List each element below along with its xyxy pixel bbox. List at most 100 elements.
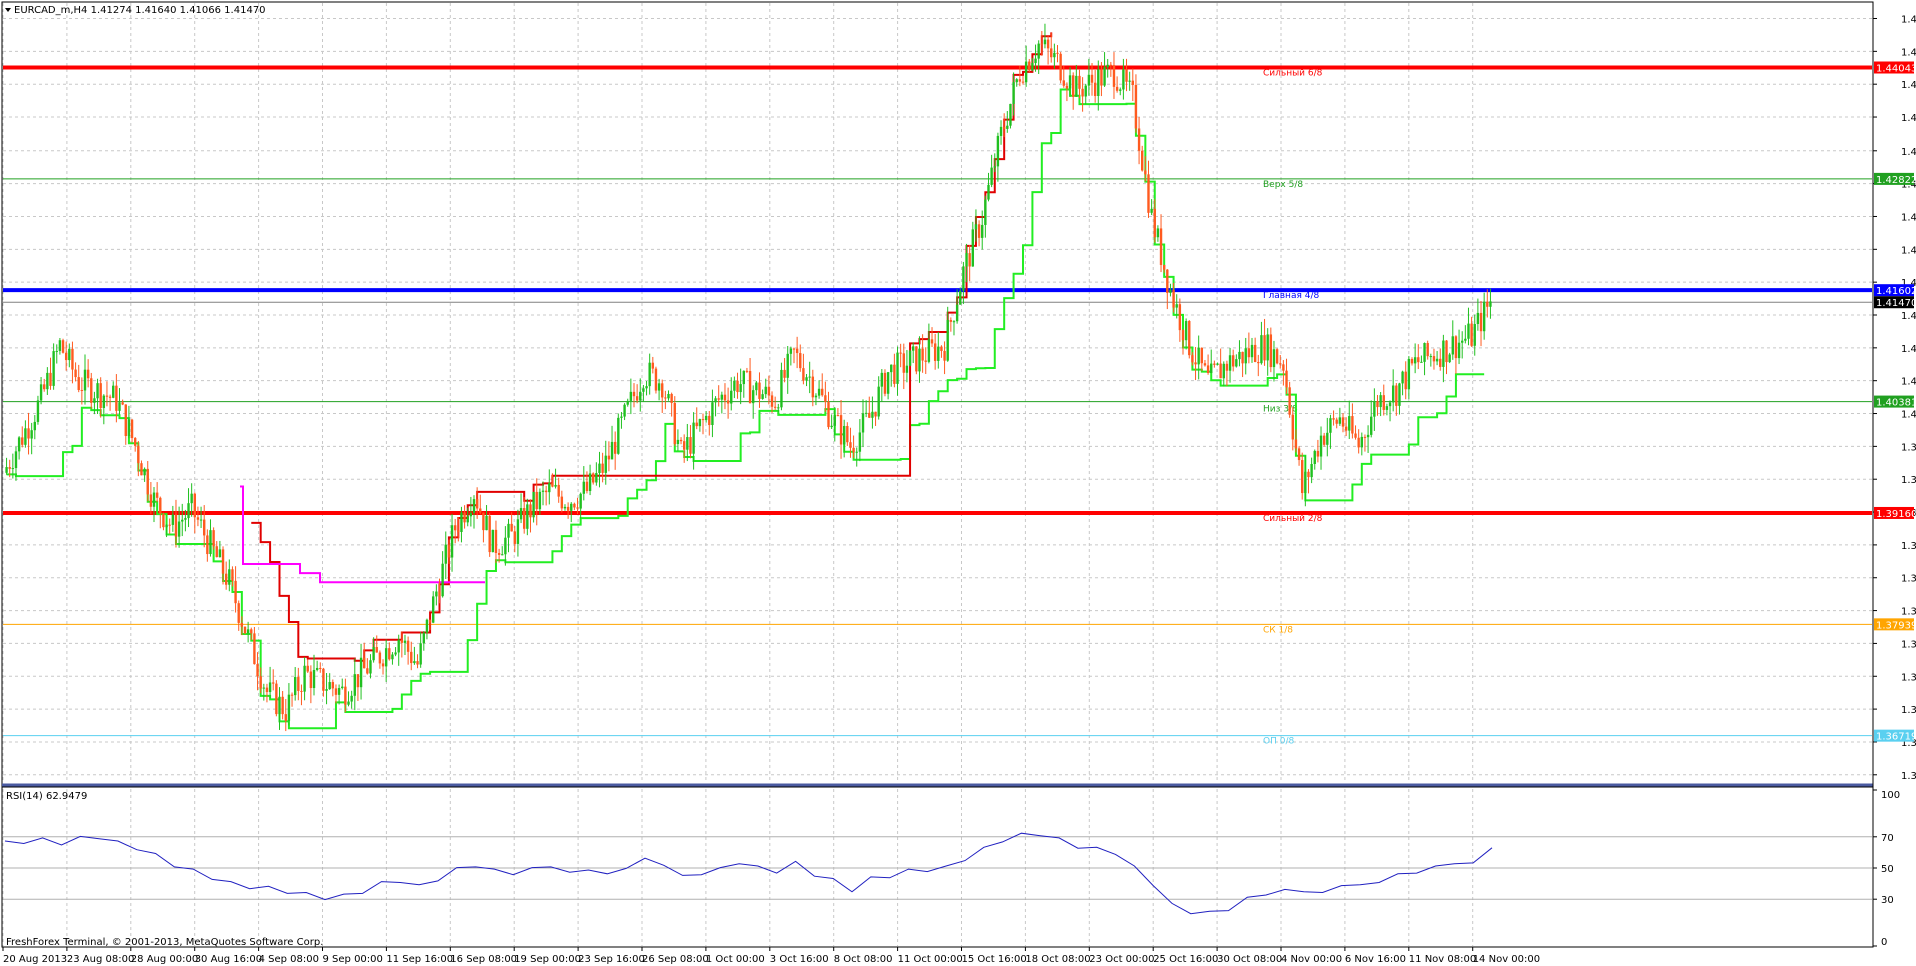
- candle-body: [1322, 435, 1326, 445]
- candle-body: [1401, 371, 1404, 384]
- candle-body: [319, 667, 322, 669]
- candle-body: [1354, 433, 1357, 438]
- candle-body: [1373, 401, 1376, 417]
- candle-body: [159, 497, 162, 514]
- candle-body: [240, 622, 244, 627]
- triangle-down-icon[interactable]: [5, 8, 11, 12]
- candle-body: [708, 415, 711, 426]
- candle-body: [206, 535, 209, 555]
- time-tick-label: 28 Aug 00:00: [131, 954, 198, 965]
- candle-body: [999, 126, 1003, 136]
- candle-body: [802, 368, 805, 381]
- candle-body: [830, 425, 833, 428]
- candle-body: [115, 385, 118, 411]
- candle-body: [1241, 351, 1244, 364]
- candle-body: [911, 346, 915, 351]
- candle-body: [1294, 439, 1298, 449]
- level-price-tag: [1874, 284, 1914, 297]
- candle-body: [554, 484, 557, 487]
- candle-body: [1288, 387, 1291, 415]
- candle-body: [287, 694, 291, 721]
- candle-body: [617, 417, 620, 454]
- candle-body: [61, 340, 65, 353]
- candle-body: [780, 369, 783, 408]
- candle-body: [905, 365, 909, 373]
- candle-body: [896, 352, 899, 384]
- candle-body: [1348, 416, 1351, 431]
- candle-body: [1109, 64, 1113, 66]
- candle-body: [730, 390, 733, 404]
- candle-body: [949, 319, 953, 322]
- candle-body: [265, 687, 269, 693]
- candle-body: [1360, 436, 1364, 448]
- level-label: Низ 3/8: [1263, 405, 1298, 415]
- candle-body: [475, 499, 479, 509]
- candle-body: [1137, 128, 1141, 151]
- price-tick-label: 1.44580: [1901, 15, 1916, 26]
- price-tick-label: 1.38810: [1901, 541, 1916, 552]
- candle-body: [146, 468, 149, 495]
- candle-body: [1144, 170, 1147, 175]
- candle-body: [959, 290, 962, 305]
- candle-body: [620, 416, 623, 418]
- candle-body: [846, 426, 849, 443]
- candle-body: [1141, 150, 1144, 171]
- candle-body: [1285, 370, 1288, 388]
- candle-body: [1363, 436, 1367, 438]
- trail-red-line: [251, 32, 1053, 662]
- candle-body: [8, 467, 11, 469]
- current-price-tag-label: 1.41470: [1876, 298, 1916, 309]
- candle-body: [890, 364, 893, 373]
- candle-body: [1470, 323, 1473, 346]
- candle-body: [184, 518, 187, 520]
- candle-body: [11, 468, 15, 470]
- price-axis: 1.44580 1.44220 1.43860 1.43500 1.43130 1.427…: [1872, 2, 1916, 947]
- candle-body: [902, 353, 905, 373]
- candle-body: [58, 340, 62, 351]
- candle-body: [821, 388, 824, 396]
- candle-body: [1128, 80, 1131, 82]
- candle-body: [971, 229, 975, 267]
- candle-body: [1197, 347, 1200, 365]
- candle-body: [331, 682, 335, 689]
- candle-body: [497, 553, 501, 555]
- candle-body: [1162, 264, 1166, 270]
- candle-body: [535, 491, 538, 510]
- candle-body: [805, 377, 808, 381]
- candle-body: [472, 499, 476, 513]
- candle-body: [613, 441, 617, 454]
- candle-body: [71, 348, 74, 370]
- candle-body: [334, 688, 338, 695]
- candle-body: [789, 348, 793, 354]
- rsi-tick-label: 100: [1881, 790, 1900, 801]
- candle-body: [799, 353, 802, 369]
- candle-body: [501, 554, 504, 556]
- candle-body: [1460, 340, 1464, 343]
- time-tick-label: 9 Sep 00:00: [323, 954, 383, 965]
- candle-body: [193, 493, 196, 518]
- candle-body: [171, 514, 175, 525]
- candle-body: [930, 339, 934, 344]
- candle-body: [96, 383, 99, 399]
- price-tick-label: 1.39530: [1901, 475, 1916, 486]
- candle-body: [1031, 63, 1034, 71]
- candle-body: [378, 652, 382, 664]
- candle-body: [965, 253, 968, 267]
- candle-body: [441, 563, 444, 597]
- candle-body: [494, 529, 498, 554]
- candle-body: [1260, 335, 1263, 364]
- candle-body: [174, 514, 178, 537]
- candle-body: [661, 383, 664, 398]
- candle-body: [1439, 358, 1442, 367]
- candle-body: [281, 696, 284, 715]
- candle-body: [1304, 471, 1307, 494]
- candle-body: [761, 394, 764, 399]
- candle-body: [410, 651, 413, 664]
- price-tick-label: 1.38090: [1901, 607, 1916, 618]
- candle-body: [21, 437, 24, 445]
- rsi-tick-label: 30: [1881, 895, 1894, 906]
- candle-body: [1486, 301, 1489, 307]
- candle-body: [526, 504, 529, 529]
